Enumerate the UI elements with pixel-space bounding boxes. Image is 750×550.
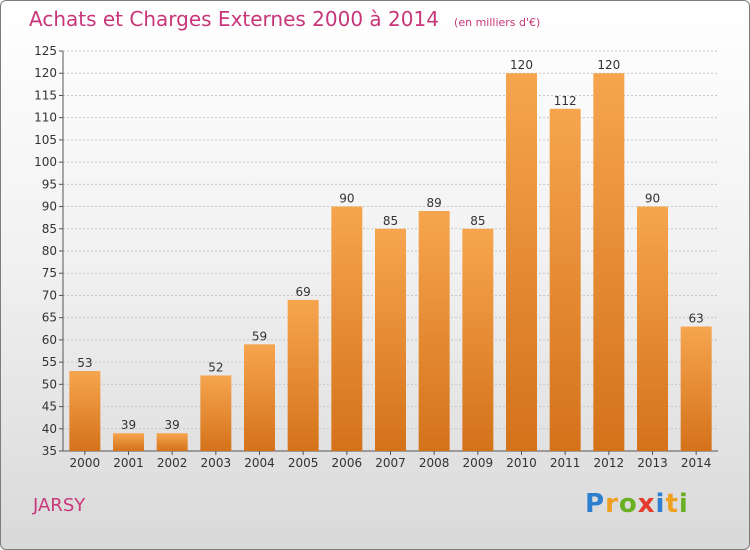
x-tick-label: 2004: [244, 456, 275, 470]
y-tick-label: 50: [42, 377, 57, 391]
data-label: 85: [383, 214, 398, 228]
bar: [331, 206, 363, 451]
bar: [462, 228, 494, 451]
data-label: 85: [470, 214, 485, 228]
logo-letter-0: P: [585, 489, 606, 519]
x-tick-label: 2013: [637, 456, 668, 470]
logo-letter-5: t: [665, 489, 679, 519]
y-tick-label: 55: [42, 355, 57, 369]
x-tick-label: 2005: [288, 456, 319, 470]
x-tick-label: 2006: [332, 456, 363, 470]
x-tick-label: 2010: [506, 456, 537, 470]
bar: [287, 299, 319, 451]
data-label: 69: [296, 285, 311, 299]
y-tick-label: 75: [42, 266, 57, 280]
y-tick-label: 80: [42, 244, 57, 258]
chart-title: Achats et Charges Externes 2000 à 2014 (…: [29, 7, 540, 31]
data-label: 90: [339, 192, 354, 206]
y-tick-label: 85: [42, 222, 57, 236]
y-tick-label: 45: [42, 400, 57, 414]
y-tick-label: 40: [42, 422, 57, 436]
data-label: 59: [252, 329, 267, 343]
data-label: 39: [165, 418, 180, 432]
y-tick-label: 115: [34, 88, 57, 102]
y-tick-label: 120: [34, 66, 57, 80]
x-tick-label: 2007: [375, 456, 406, 470]
y-tick-label: 105: [34, 133, 57, 147]
data-label: 89: [427, 196, 442, 210]
data-label: 53: [77, 356, 92, 370]
y-tick-label: 35: [42, 444, 57, 458]
y-tick-label: 70: [42, 288, 57, 302]
data-label: 39: [121, 418, 136, 432]
bar: [113, 433, 144, 451]
bar: [506, 73, 537, 451]
x-tick-label: 2008: [419, 456, 450, 470]
x-tick-label: 2012: [594, 456, 625, 470]
y-tick-label: 90: [42, 200, 57, 214]
x-tick-label: 2002: [157, 456, 188, 470]
x-tick-label: 2000: [70, 456, 101, 470]
y-tick-label: 100: [34, 155, 57, 169]
proxiti-logo: Proxiti: [585, 489, 689, 519]
y-tick-label: 125: [34, 44, 57, 58]
bar: [69, 371, 101, 451]
data-label: 52: [208, 360, 223, 374]
x-tick-label: 2014: [681, 456, 712, 470]
bar: [680, 326, 712, 451]
bar: [418, 211, 450, 451]
y-tick-label: 60: [42, 333, 57, 347]
bar: [637, 206, 668, 451]
bar: [593, 73, 625, 451]
commune-name: JARSY: [33, 495, 86, 516]
logo-letter-3: x: [637, 489, 656, 519]
unit-text: (en milliers d'€): [454, 16, 541, 29]
y-tick-label: 95: [42, 177, 57, 191]
logo-letter-1: r: [605, 489, 619, 519]
data-label: 90: [645, 192, 660, 206]
bar: [200, 375, 232, 451]
logo-letter-6: i: [678, 489, 689, 519]
bar: [244, 344, 275, 451]
data-label: 120: [597, 58, 620, 72]
data-label: 63: [689, 312, 704, 326]
data-label: 120: [510, 58, 533, 72]
x-tick-label: 2009: [463, 456, 494, 470]
bar: [375, 228, 406, 451]
logo-letter-4: i: [655, 489, 666, 519]
logo-letter-2: o: [618, 489, 638, 519]
y-tick-label: 65: [42, 311, 57, 325]
x-tick-label: 2003: [201, 456, 232, 470]
data-label: 112: [554, 94, 577, 108]
x-tick-label: 2001: [113, 456, 144, 470]
x-tick-label: 2011: [550, 456, 581, 470]
title-text: Achats et Charges Externes 2000 à 2014: [29, 7, 439, 31]
bar: [549, 108, 581, 452]
bar: [156, 433, 188, 451]
y-tick-label: 110: [34, 111, 57, 125]
